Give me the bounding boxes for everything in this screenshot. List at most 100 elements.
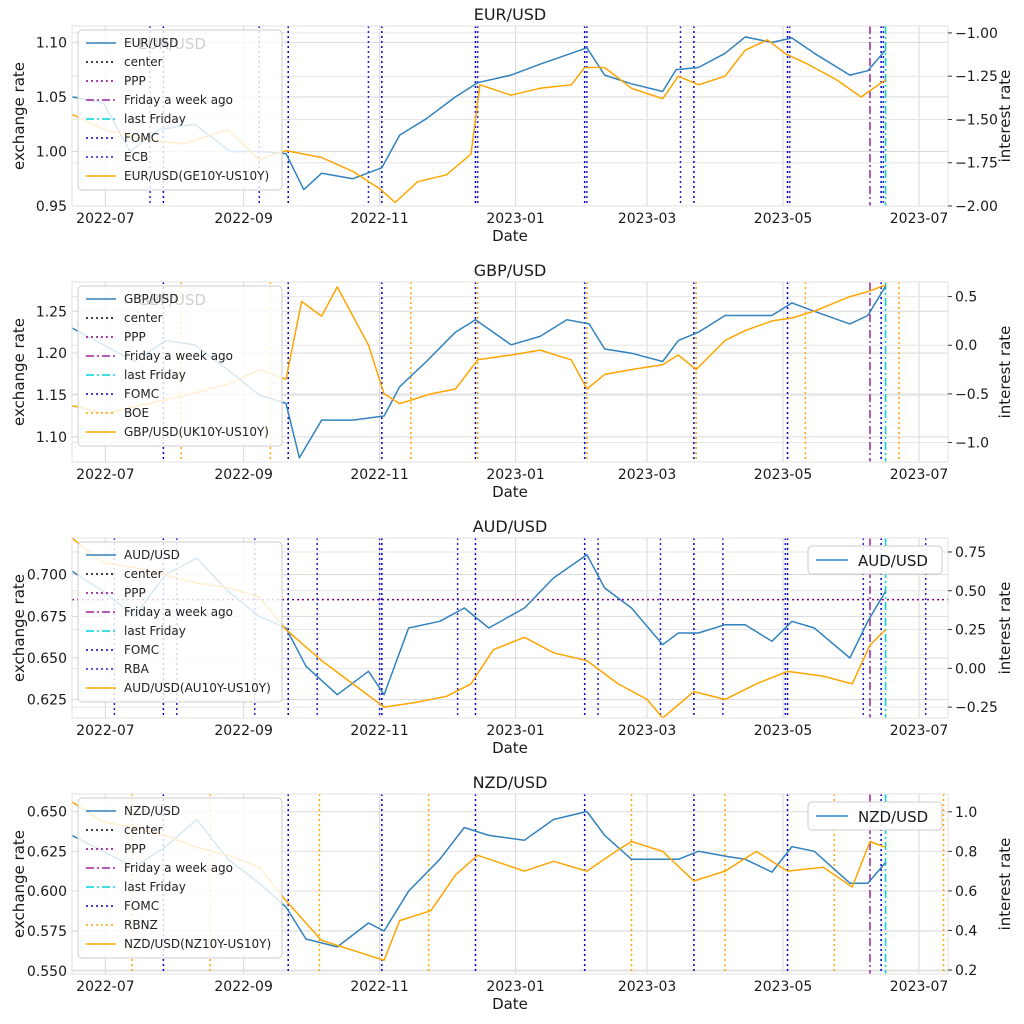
y2-tick-label: −0.5	[955, 387, 989, 403]
x-tick-label: 2022-07	[76, 723, 135, 739]
y-tick-label: 0.550	[27, 964, 67, 980]
legend-entry-label: PPP	[124, 842, 146, 856]
y2-tick-label: 0.0	[955, 338, 977, 354]
legend-ghost-label: EUR/USD	[138, 35, 206, 53]
y-tick-label: 0.650	[27, 651, 67, 667]
x-tick-label: 2023-03	[618, 467, 677, 483]
y2-axis-label: interest rate	[996, 582, 1014, 675]
right-legend-box	[807, 545, 943, 575]
y-tick-label: 1.25	[36, 304, 67, 320]
legend-entry-label: center	[124, 567, 163, 581]
legend-ghost-label: GBP/USD	[138, 291, 206, 309]
x-tick-label: 2022-07	[76, 211, 135, 227]
x-tick-label: 2023-01	[486, 723, 545, 739]
x-axis-label: Date	[492, 739, 528, 757]
y2-axis-label: interest rate	[996, 838, 1014, 931]
legend-box	[77, 797, 283, 959]
legend: NZD/USD center PPP Friday a week ago last Fr…	[77, 797, 283, 959]
right-legend: NZD/USD	[807, 801, 943, 831]
x-tick-label: 2023-01	[486, 211, 545, 227]
y2-axis-label: interest rate	[996, 70, 1014, 163]
x-tick-label: 2023-05	[754, 979, 813, 995]
y2-tick-label: 0.00	[955, 661, 986, 677]
x-tick-label: 2022-09	[214, 979, 273, 995]
chart-title: EUR/USD	[474, 5, 547, 24]
y-tick-label: 0.600	[27, 884, 67, 900]
legend-entry-label: RBNZ	[124, 918, 158, 932]
legend-entry-label: last Friday	[124, 880, 186, 894]
y2-tick-label: −1.50	[955, 112, 998, 128]
x-tick-label: 2023-03	[618, 211, 677, 227]
x-tick-label: 2023-05	[754, 211, 813, 227]
x-tick-label: 2023-03	[618, 979, 677, 995]
legend-entry-label: FOMC	[124, 387, 159, 401]
y2-tick-label: −1.25	[955, 69, 998, 85]
right-legend-label: AUD/USD	[858, 552, 928, 570]
y-tick-label: 1.10	[36, 35, 67, 51]
plot-frame	[71, 25, 949, 207]
legend-entry-label: AUD/USD	[124, 548, 180, 562]
y2-tick-label: 0.5	[955, 290, 977, 306]
chart-title: AUD/USD	[473, 517, 548, 536]
y-tick-label: 0.650	[27, 805, 67, 821]
y-tick-label: 0.625	[27, 693, 67, 709]
x-axis-label: Date	[492, 227, 528, 245]
y-axis-label: exchange rate	[10, 830, 28, 938]
legend-entry-label: EUR/USD(GE10Y-US10Y)	[124, 169, 269, 183]
x-tick-label: 2022-11	[350, 979, 409, 995]
legend-entry-label: AUD/USD(AU10Y-US10Y)	[124, 681, 271, 695]
x-axis-label: Date	[492, 995, 528, 1013]
x-tick-label: 2023-07	[890, 723, 949, 739]
legend-box	[77, 29, 283, 191]
y2-tick-label: −0.25	[955, 700, 998, 716]
legend-box	[77, 541, 283, 703]
y-tick-label: 0.95	[36, 199, 67, 215]
x-tick-label: 2023-03	[618, 723, 677, 739]
y-tick-label: 1.20	[36, 346, 67, 362]
right-legend-label: NZD/USD	[858, 808, 928, 826]
y-axis-label: exchange rate	[10, 574, 28, 682]
y2-tick-label: −2.00	[955, 199, 998, 215]
chart-panel-eur-usd: EUR/USD 2022-07 2022-09 2022-11 2023-01 2023-…	[10, 5, 1014, 245]
x-tick-label: 2022-09	[214, 467, 273, 483]
y2-tick-label: −1.75	[955, 156, 998, 172]
legend-entry-label: GBP/USD	[124, 292, 178, 306]
legend-entry-label: NZD/USD(NZ10Y-US10Y)	[124, 937, 271, 951]
chart-title: NZD/USD	[473, 773, 548, 792]
y2-tick-label: 0.4	[955, 923, 977, 939]
x-tick-label: 2023-05	[754, 467, 813, 483]
legend: AUD/USD center PPP Friday a week ago last Fr…	[77, 541, 283, 703]
y-tick-label: 0.700	[27, 568, 67, 584]
legend-entry-label: PPP	[124, 586, 146, 600]
legend-entry-label: last Friday	[124, 624, 186, 638]
y2-tick-label: 1.0	[955, 805, 977, 821]
x-tick-label: 2022-11	[350, 211, 409, 227]
legend-entry-label: Friday a week ago	[124, 861, 233, 875]
legend-entry-label: RBA	[124, 662, 150, 676]
y2-tick-label: 0.8	[955, 844, 977, 860]
right-legend-box	[807, 801, 943, 831]
x-tick-label: 2022-07	[76, 979, 135, 995]
y2-tick-label: 0.75	[955, 545, 986, 561]
chart-panel-nzd-usd: NZD/USD 2022-07 2022-09 2022-11 2023-01 2023-…	[10, 773, 1014, 1013]
x-tick-label: 2023-01	[486, 467, 545, 483]
legend-entry-label: ECB	[124, 150, 148, 164]
y-tick-label: 1.10	[36, 430, 67, 446]
legend-entry-label: FOMC	[124, 899, 159, 913]
x-tick-label: 2022-07	[76, 467, 135, 483]
x-tick-label: 2023-07	[890, 467, 949, 483]
legend-entry-label: last Friday	[124, 112, 186, 126]
legend-entry-label: BOE	[124, 406, 149, 420]
y2-tick-label: 0.50	[955, 584, 986, 600]
x-tick-label: 2023-07	[890, 979, 949, 995]
y2-tick-label: −1.00	[955, 26, 998, 42]
y2-tick-label: 0.25	[955, 623, 986, 639]
y-tick-label: 0.625	[27, 844, 67, 860]
plot-frame	[71, 793, 949, 975]
legend-entry-label: PPP	[124, 74, 146, 88]
legend-entry-label: NZD/USD	[124, 804, 180, 818]
y-tick-label: 0.675	[27, 609, 67, 625]
legend-entry-label: GBP/USD(UK10Y-US10Y)	[124, 425, 269, 439]
